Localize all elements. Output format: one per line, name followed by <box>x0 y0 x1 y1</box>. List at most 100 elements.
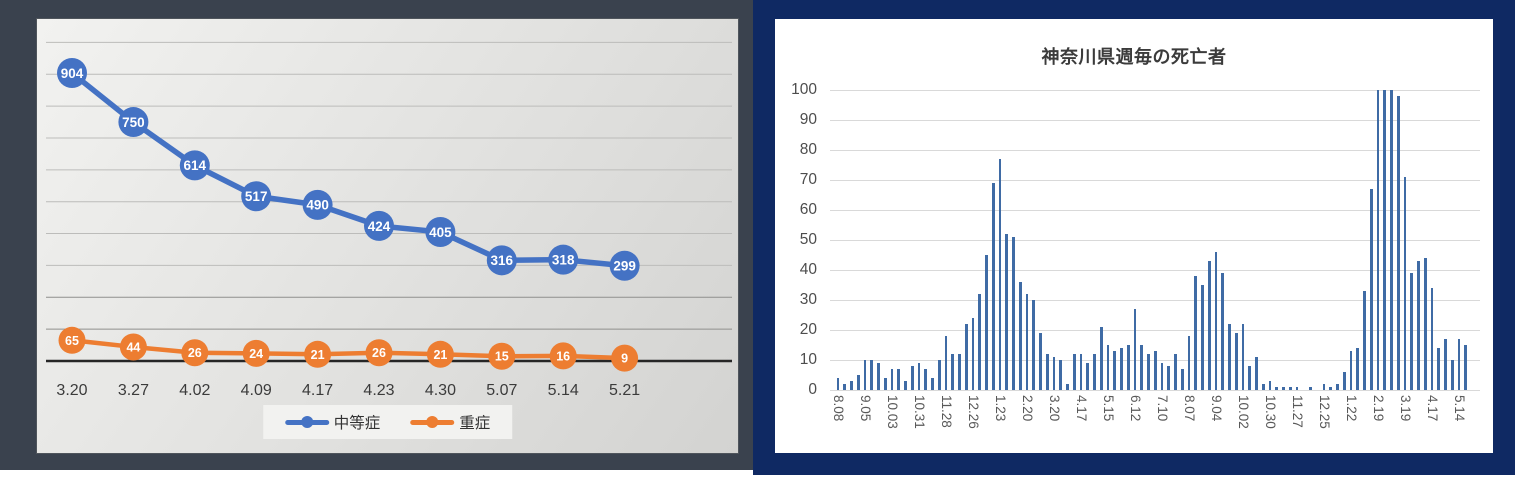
bar <box>1072 354 1076 390</box>
bar <box>1450 360 1454 390</box>
bar <box>1342 372 1346 390</box>
bar <box>1444 339 1447 390</box>
legend-marker <box>410 416 455 428</box>
bar <box>1201 285 1204 390</box>
x-axis-tick-label: 2.20 <box>1020 395 1035 422</box>
bar <box>850 381 853 390</box>
bar <box>937 360 941 390</box>
y-axis-tick-label: 70 <box>799 171 817 188</box>
gridline <box>830 210 1480 211</box>
bar <box>1336 384 1339 390</box>
bar <box>1086 363 1090 390</box>
y-axis-tick-label: 90 <box>799 111 817 128</box>
series-line <box>69 338 627 361</box>
y-axis-tick-label: 0 <box>808 381 817 398</box>
bar <box>1126 345 1130 390</box>
bar <box>1079 354 1083 390</box>
x-axis-tick-label: 4.17 <box>1425 395 1440 422</box>
x-axis-tick-label: 11.27 <box>1290 395 1305 428</box>
x-axis-tick-label: 10.30 <box>1263 395 1278 429</box>
legend-item: 中等症 <box>284 411 380 433</box>
bar <box>1383 90 1387 390</box>
data-label: 26 <box>372 346 386 360</box>
bar <box>1457 339 1461 390</box>
bar <box>1309 387 1312 390</box>
legend-marker <box>284 416 329 428</box>
y-axis-tick-label: 50 <box>799 231 817 248</box>
bar <box>1120 348 1123 390</box>
gridline <box>830 300 1480 301</box>
x-axis-tick-label: 4.02 <box>179 382 210 399</box>
y-axis-tick-label: 20 <box>799 321 817 338</box>
bar <box>870 360 874 390</box>
bar <box>890 369 894 390</box>
left-chart-plot-area: 904 750 614 517 490 424 405 316 318 299 65 44 26 24 21… <box>37 19 738 453</box>
bar <box>1099 327 1103 390</box>
bar <box>1390 90 1393 390</box>
bar <box>1410 273 1414 390</box>
bar <box>1430 288 1434 390</box>
bar <box>944 336 948 390</box>
bar <box>1025 294 1029 390</box>
bar <box>1039 333 1042 390</box>
x-axis-tick-label: 1.22 <box>1344 395 1359 422</box>
legend-item: 重症 <box>410 411 490 433</box>
bar <box>1174 354 1177 390</box>
legend-label: 重症 <box>459 415 491 432</box>
data-label: 65 <box>65 334 79 348</box>
bar <box>1349 351 1353 390</box>
x-axis-tick-label: 3.20 <box>1047 395 1062 422</box>
bar <box>1140 345 1144 390</box>
data-point-marker <box>181 339 209 367</box>
bar <box>863 360 867 390</box>
x-axis-tick-label: 4.30 <box>425 382 456 399</box>
data-label: 44 <box>126 340 140 354</box>
x-axis-tick-label: 10.03 <box>885 395 900 429</box>
bar <box>991 183 995 390</box>
bar <box>1288 387 1292 390</box>
bar <box>1147 354 1150 390</box>
x-axis-tick-label: 12.25 <box>1317 395 1332 429</box>
data-point-marker <box>609 250 640 281</box>
bar <box>978 294 982 390</box>
data-point-marker <box>118 107 149 138</box>
bar <box>1322 384 1326 390</box>
x-axis-tick-label: 11.28 <box>939 395 954 428</box>
bar <box>1059 360 1063 390</box>
y-axis-tick-label: 80 <box>799 141 817 158</box>
x-axis-tick-label: 10.31 <box>912 395 927 429</box>
bar <box>971 318 975 390</box>
right-chart-title: 神奈川県週毎の死亡者 <box>1041 47 1227 67</box>
gridline <box>830 240 1480 241</box>
x-axis-tick-label: 6.12 <box>1128 395 1143 422</box>
left-chart-panel: 904 750 614 517 490 424 405 316 318 299 65 44 26 24 21… <box>0 0 753 470</box>
bar <box>1363 291 1366 390</box>
data-label: 318 <box>552 253 575 268</box>
data-label: 299 <box>613 259 636 274</box>
gridline <box>830 90 1480 91</box>
x-axis-tick-label: 4.09 <box>241 382 272 399</box>
bar <box>1464 345 1468 390</box>
data-point-marker <box>425 216 456 247</box>
data-label: 16 <box>556 349 570 363</box>
bar <box>1241 324 1245 390</box>
bar <box>883 378 887 390</box>
x-axis-tick-label: 5.21 <box>609 382 640 399</box>
data-point-marker <box>548 244 579 275</box>
bar <box>1005 234 1009 390</box>
data-label: 24 <box>249 347 263 361</box>
x-axis-tick-label: 5.15 <box>1101 395 1116 422</box>
data-point-marker <box>486 245 517 276</box>
x-axis-tick-label: 9.05 <box>858 395 873 422</box>
bar <box>910 366 914 390</box>
bar <box>1234 333 1238 390</box>
bar <box>1113 351 1117 390</box>
bar <box>1018 282 1022 390</box>
x-axis-tick-label: 10.02 <box>1236 395 1251 429</box>
bar <box>1045 354 1049 390</box>
bar <box>1396 96 1400 390</box>
bar <box>1221 273 1225 390</box>
data-point-marker <box>119 333 147 361</box>
bar <box>1187 336 1191 390</box>
series-line <box>69 70 628 269</box>
